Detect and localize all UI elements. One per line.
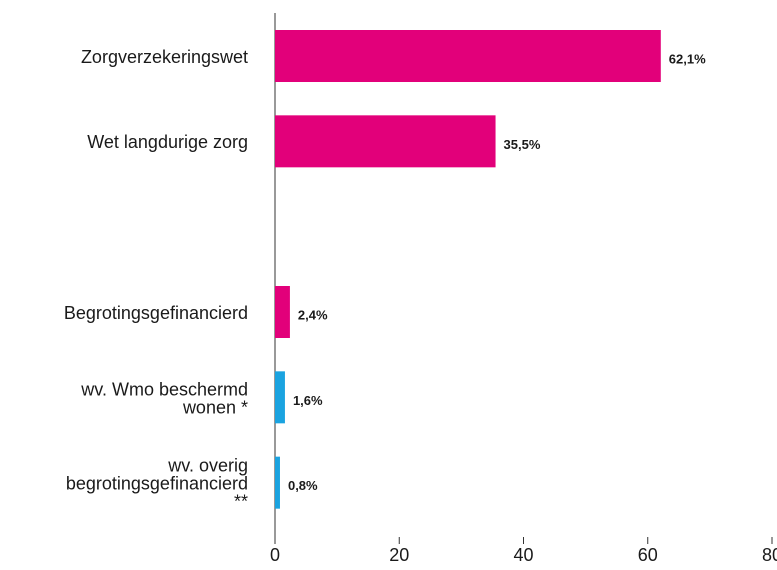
bar: [275, 115, 496, 168]
value-label: 0,8%: [288, 478, 318, 493]
category-label: wv. overig begrotingsgefinancierd **: [66, 455, 248, 511]
x-tick-label: 20: [389, 545, 409, 565]
category-label: Wet langdurige zorg: [87, 132, 248, 152]
x-tick-label: 0: [270, 545, 280, 565]
value-label: 35,5%: [504, 137, 541, 152]
value-label: 2,4%: [298, 307, 328, 322]
category-label: Zorgverzekeringswet: [81, 47, 248, 67]
bar: [275, 456, 280, 509]
x-tick-label: 80: [762, 545, 777, 565]
category-label: Begrotingsgefinancierd: [64, 303, 248, 323]
value-label: 62,1%: [669, 51, 706, 66]
x-tick-label: 60: [638, 545, 658, 565]
bar: [275, 30, 661, 82]
category-label: wv. Wmo beschermd wonen *: [80, 379, 248, 417]
bar: [275, 371, 285, 424]
value-label: 1,6%: [293, 393, 323, 408]
x-tick-label: 40: [513, 545, 533, 565]
bar: [275, 286, 290, 338]
